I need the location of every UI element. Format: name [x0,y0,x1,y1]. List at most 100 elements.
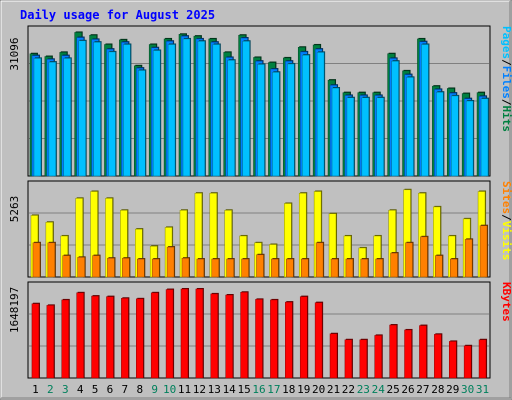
visits_panel-sites-bar [92,255,100,278]
hits_panel-pages-bar [123,44,131,177]
kbytes_panel-kbytes-bar [121,298,129,379]
day-label: 22 [342,383,355,396]
hits_panel-pages-bar [33,58,42,177]
hits_panel-max-label: 31096 [8,37,21,70]
kbytes_panel-kbytes-bar [285,301,293,379]
hits_panel-pages-bar [331,87,340,177]
visits_panel-sites-bar [62,255,71,278]
day-label: 21 [327,383,340,396]
series-label-part: Hits [500,106,512,133]
day-label: 7 [122,383,129,396]
visits_panel-sites-bar [181,257,190,278]
visits_panel-sites-bar [360,258,369,278]
visits_panel-sites-bar [211,258,220,278]
visits_panel-sites-bar [345,258,354,278]
visits_panel-sites-bar [375,258,383,278]
day-label: 2 [47,383,54,396]
day-label: 12 [193,383,206,396]
day-label: 31 [476,383,489,396]
visits_panel-sites-bar [271,258,279,278]
visits_panel-sites-bar [47,242,56,278]
hits_panel-pages-bar [391,60,399,177]
hits_panel-pages-bar [436,91,444,177]
visits_panel-sites-bar [390,252,398,278]
hits_panel-pages-bar [227,59,235,177]
visits_panel-sites-bar [196,258,205,278]
day-label: 23 [357,383,370,396]
chart-title: Daily usage for August 2025 [20,8,215,22]
day-label: 27 [416,383,429,396]
visits_panel-sites-bar [122,257,130,278]
hits_panel-pages-bar [182,38,191,177]
visits_panel: 5263 Sites/Visits [8,180,512,278]
day-label: 6 [107,383,114,396]
visits_panel-sites-bar [137,258,145,278]
series-label-part: KBytes [500,282,512,322]
kbytes_panel-kbytes-bar [91,295,99,379]
kbytes_panel-kbytes-bar [210,293,219,379]
kbytes_panel-kbytes-bar [195,288,204,379]
visits_panel-sites-bar [77,257,85,278]
series-label-part: / [500,59,512,66]
hits_panel-pages-bar [376,97,384,177]
kbytes_panel-kbytes-bar [404,329,412,379]
kbytes_panel-kbytes-bar [329,333,338,379]
kbytes_panel-series-label: KBytes [500,282,512,322]
hits_panel-pages-bar [272,72,280,177]
day-label: 8 [136,383,143,396]
kbytes_panel-kbytes-bar [61,299,70,379]
day-label: 14 [223,383,237,396]
hits_panel-pages-bar [287,63,295,177]
kbytes_panel-kbytes-bar [255,299,263,379]
visits_panel-sites-bar [166,246,175,278]
day-label: 10 [163,383,176,396]
series-label-part: Files [500,66,512,99]
hits_panel-pages-bar [346,97,355,177]
hits_panel-pages-bar [152,50,161,177]
kbytes_panel-kbytes-bar [314,302,323,379]
series-label-part: Visits [500,221,512,261]
visits_panel-sites-bar [405,242,413,278]
visits_panel-sites-bar [479,225,488,278]
visits_panel-sites-bar [32,242,41,278]
hits_panel-pages-bar [257,64,265,177]
day-label: 20 [312,383,325,396]
kbytes_panel-kbytes-bar [165,289,174,379]
visits_panel-sites-bar [300,258,309,278]
kbytes_panel-kbytes-bar [31,303,40,379]
kbytes_panel-kbytes-bar [136,298,144,379]
kbytes_panel: 1648197 KBytes [8,281,512,379]
visits_panel-sites-bar [241,258,249,278]
x-axis-labels: 1 2 3 4 5 6 7 8 9 10 11 12 13 14 15 16 17 18 19 20 21 22 23 24 2… [32,383,489,396]
kbytes_panel-kbytes-bar [419,325,427,379]
day-label: 26 [401,383,414,396]
hits_panel-pages-bar [167,44,176,177]
hits_panel-pages-bar [361,97,370,177]
day-label: 19 [297,383,310,396]
hits_panel-pages-bar [480,98,489,177]
visits_panel-sites-bar [330,258,339,278]
day-label: 28 [431,383,444,396]
visits_panel-sites-bar [286,258,294,278]
kbytes_panel-kbytes-bar [270,299,278,379]
day-label: 4 [77,383,84,396]
kbytes_panel-max-label: 1648197 [8,287,21,333]
hits_panel-pages-bar [63,58,72,177]
hits_panel-pages-bar [465,100,474,177]
kbytes_panel-kbytes-bar [225,294,233,379]
hits_panel-pages-bar [78,40,86,177]
hits_panel: 31096 Pages/Files/Hits [8,25,512,177]
kbytes_panel-kbytes-bar [46,305,55,379]
day-label: 15 [237,383,250,396]
day-label: 11 [178,383,191,396]
visits_panel-sites-bar [420,236,428,278]
hits_panel-pages-bar [242,40,250,177]
day-label: 18 [282,383,295,396]
kbytes_panel-kbytes-bar [344,339,353,379]
kbytes_panel-kbytes-bar [478,339,487,379]
hits_panel-pages-bar [93,41,101,177]
visits_panel-series-label: Sites/Visits [500,181,512,261]
